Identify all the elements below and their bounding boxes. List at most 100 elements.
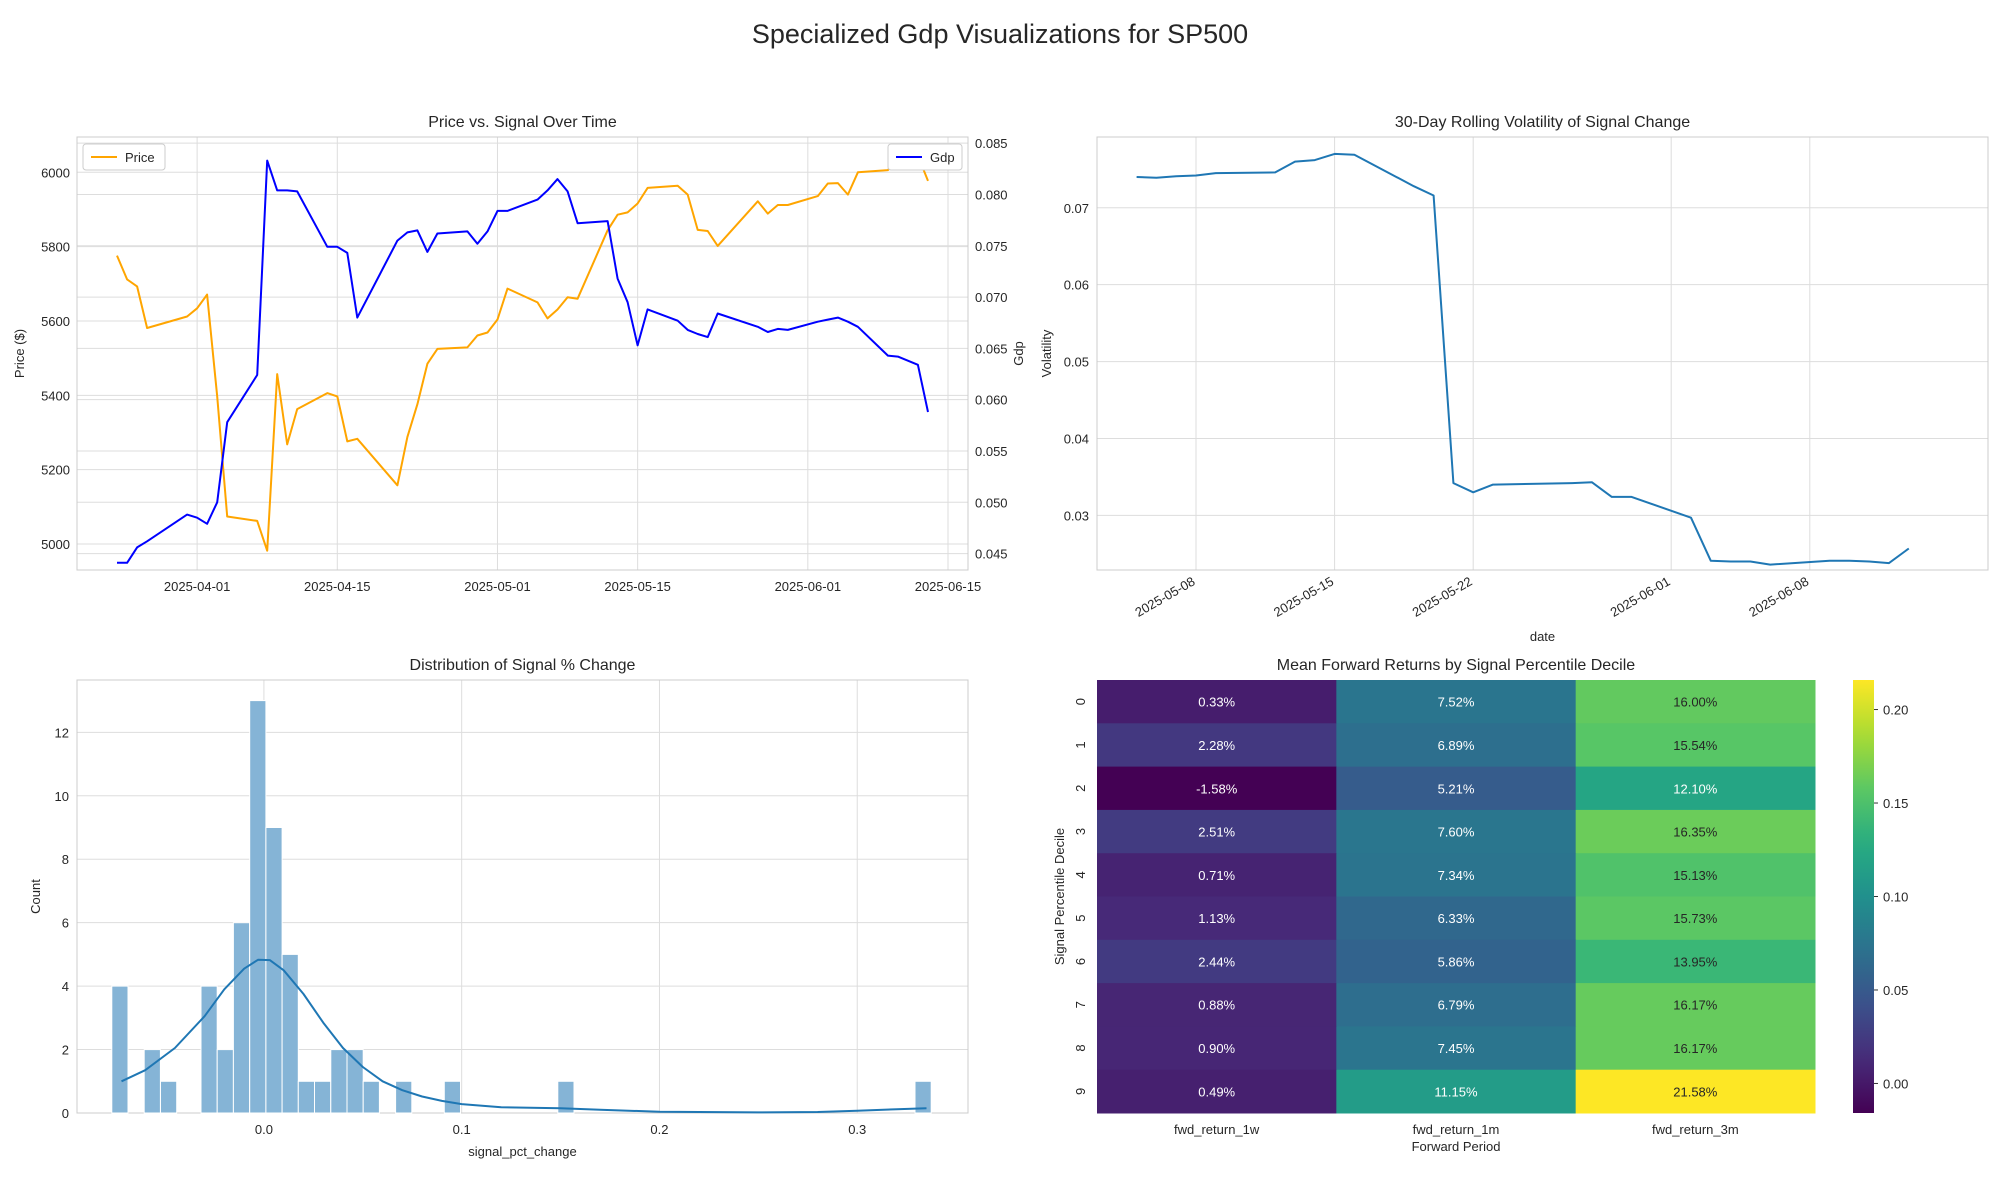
x-tick-label: 2025-04-01 [164,579,231,594]
heatmap-cell [1336,896,1577,941]
y-tick-label: 5800 [41,240,70,255]
plot-area [77,137,968,570]
x-tick-label: fwd_return_1m [1413,1122,1500,1137]
y-tick-label: 5000 [41,537,70,552]
cell-label: 5.21% [1438,781,1475,796]
plot-frame [1096,136,1989,571]
x-tick-label: fwd_return_1w [1174,1122,1260,1137]
heatmap-cell [1336,1069,1577,1114]
cell-label: 16.00% [1673,695,1718,710]
cell-label: 21.58% [1673,1084,1718,1099]
y-tick-label: 5200 [41,463,70,478]
heatmap-cell [1575,853,1816,897]
cell-label: 5.86% [1438,954,1475,969]
heatmap-cell [1336,766,1577,811]
cell-label: 6.89% [1438,738,1475,753]
histogram-bar [330,1049,348,1114]
x-tick-label: fwd_return_3m [1652,1122,1739,1137]
y-tick-label: 0.07 [1064,201,1089,216]
x-tick-label: 0.3 [848,1122,866,1137]
x-axis-label: date [1530,629,1555,644]
y2-tick-label: 0.060 [975,393,1008,408]
y-tick-label: 4 [62,979,69,994]
heatmap-cell [1336,680,1577,724]
y-tick-label: 3 [1073,828,1088,835]
price-signal-panel: 2025-04-01 2025-04-15 2025-05-01 2025-05-15… [12,114,1026,594]
heatmap-cell [1097,983,1337,1027]
heatmap-cell [1097,809,1337,854]
y2-tick-label: 0.055 [975,444,1008,459]
heatmap-cell [1575,809,1816,854]
volatility-line [1136,152,1910,566]
heatmap-cell [1336,1026,1577,1071]
cell-label: 0.88% [1198,998,1235,1013]
heatmap-cell [1097,1069,1337,1114]
histogram-bar [297,1080,315,1114]
y2-tick-label: 0.075 [975,239,1008,254]
histogram-bar [362,1080,380,1114]
histogram-bar [914,1080,932,1114]
cell-label: 2.44% [1198,954,1235,969]
cell-label: 0.90% [1198,1041,1235,1056]
legend-box [887,143,963,171]
x-tick-label: 0.2 [650,1122,668,1137]
cell-label: 2.28% [1198,738,1235,753]
cell-label: 0.33% [1198,695,1235,710]
heatmap-cell [1097,1026,1337,1071]
heatmap-cell [1336,809,1577,854]
heatmap-cell [1575,680,1816,724]
heatmap-cell [1097,680,1337,724]
heatmap-cell [1575,723,1816,768]
legend-label: Gdp [930,150,955,165]
colorbar [1853,680,1874,1113]
histogram-bar [111,985,129,1114]
y-tick-label: 2 [62,1043,69,1058]
heatmap-cell [1097,766,1337,811]
y-tick-label: 4 [1073,871,1088,878]
plot-frame [76,136,969,571]
figure-title: Specialized Gdp Visualizations for SP500 [752,19,1248,49]
panel-title: 30-Day Rolling Volatility of Signal Chan… [1395,114,1690,131]
x-axis-label: Forward Period [1412,1139,1501,1154]
panel-title: Mean Forward Returns by Signal Percentil… [1277,657,1635,674]
heatmap-cell [1575,939,1816,984]
heatmap-cell [1336,853,1577,897]
volatility-panel: 2025-05-08 2025-05-15 2025-05-22 2025-06-01… [1039,114,1989,644]
x-tick-label: 2025-05-01 [464,579,531,594]
colorbar-tick-label: 0.10 [1883,890,1908,905]
y2-tick-label: 0.045 [975,547,1008,562]
y-tick-label: 6000 [41,165,70,180]
heatmap-cell [1336,939,1577,984]
y-tick-label: 5400 [41,388,70,403]
y-tick-label: 7 [1073,1001,1088,1008]
histogram-bar [281,953,299,1114]
heatmap-cell [1336,723,1577,768]
cell-label: 16.35% [1673,825,1718,840]
colorbar-tick-label: 0.20 [1883,703,1908,718]
series-line-gdp [117,159,929,564]
y-tick-label: 9 [1073,1088,1088,1095]
y-axis-label: Price ($) [12,329,27,378]
y-tick-label: 8 [1073,1044,1088,1051]
plot-area [77,680,968,1113]
cell-label: 12.10% [1673,781,1718,796]
cell-label: 6.79% [1438,998,1475,1013]
kde-curve [121,958,927,1114]
histogram-bar [557,1080,575,1114]
y2-tick-label: 0.065 [975,341,1008,356]
heatmap-cell [1097,723,1337,768]
panel-title: Price vs. Signal Over Time [428,114,617,131]
heatmap-cell [1097,853,1337,897]
heatmap-cell [1575,1069,1816,1114]
legend-box [82,143,166,171]
histogram-bar [232,922,251,1114]
colorbar-tick-label: 0.15 [1883,796,1908,811]
cell-label: 6.33% [1438,911,1475,926]
cell-label: 11.15% [1434,1084,1478,1099]
x-tick-label: 2025-06-15 [915,579,982,594]
histogram-bar [160,1080,178,1114]
heatmap-cell [1575,766,1816,811]
cell-label: 7.52% [1438,695,1475,710]
cell-label: 7.34% [1438,868,1475,883]
